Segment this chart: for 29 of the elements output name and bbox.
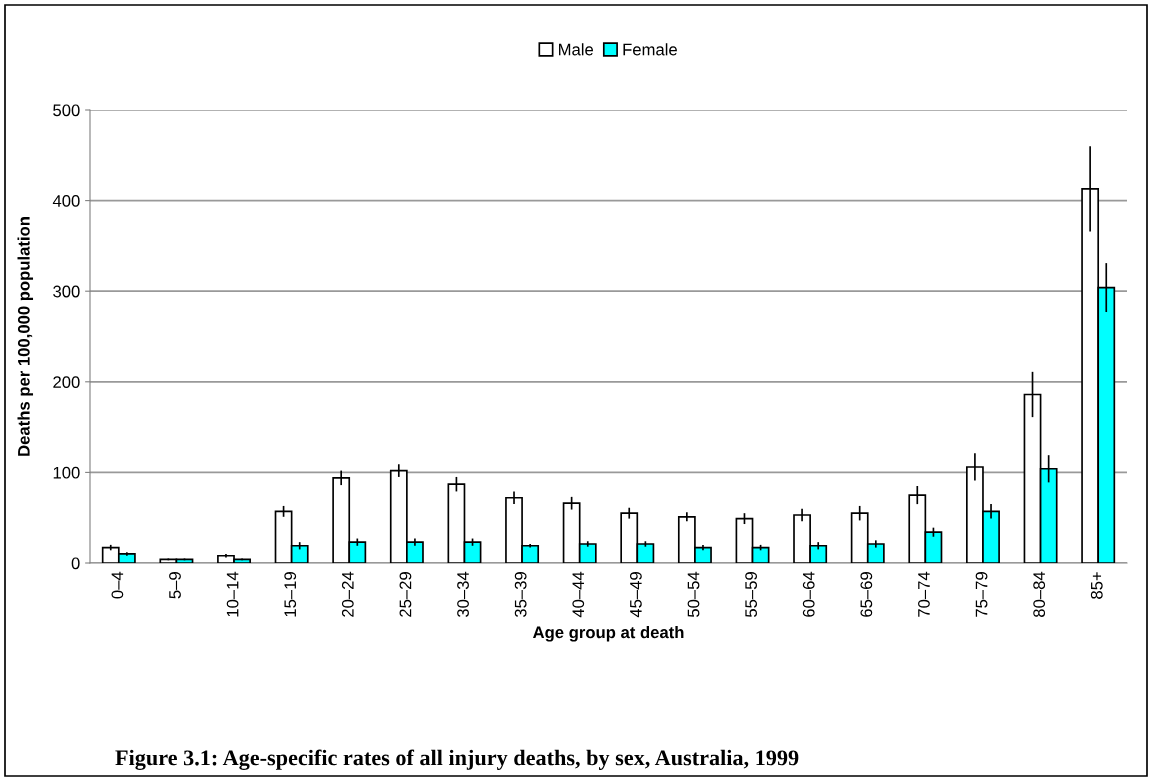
- x-tick-label: 30–34: [457, 571, 469, 618]
- y-tick-label: 200: [53, 376, 80, 388]
- y-axis-title: Deaths per 100,000 population: [17, 217, 34, 456]
- y-tick-label: 500: [53, 104, 80, 117]
- y-tick-label: 100: [53, 466, 80, 479]
- y-tick-label: 400: [52, 195, 80, 207]
- x-tick-label: 35–39: [514, 572, 527, 618]
- x-tick-label: 50–54: [687, 571, 700, 618]
- x-tick-label: 20–24: [341, 571, 354, 617]
- caption: Figure 3.1: Age-specific rates of all injury deaths, by sex, Australia, 1999: [115, 749, 799, 770]
- x-tick-label: 70–74: [918, 571, 930, 617]
- x-tick-label: 10–14: [226, 571, 239, 617]
- x-tick-label: 15–19: [284, 572, 297, 617]
- x-tick-label: 65–69: [860, 572, 873, 617]
- x-tick-label: 5–9: [169, 572, 181, 599]
- x-tick-label: 0–4: [111, 571, 124, 599]
- y-tick-label: 300: [53, 285, 80, 298]
- x-tick-label: 40–44: [572, 571, 585, 618]
- x-tick-label: 45–49: [629, 572, 642, 618]
- x-tick-label: 60–64: [802, 571, 815, 617]
- x-tick-label: 85+: [1090, 572, 1103, 599]
- x-axis-title: Age group at death: [532, 626, 684, 642]
- x-tick-label: 75–79: [975, 572, 988, 617]
- x-tick-label: 25–29: [399, 572, 412, 617]
- legend-label: Male: [559, 43, 594, 56]
- legend-label: Female: [623, 43, 677, 56]
- y-tick-label: 0: [71, 557, 80, 570]
- x-tick-label: 55–59: [745, 572, 757, 618]
- x-tick-label: 80–84: [1033, 571, 1046, 617]
